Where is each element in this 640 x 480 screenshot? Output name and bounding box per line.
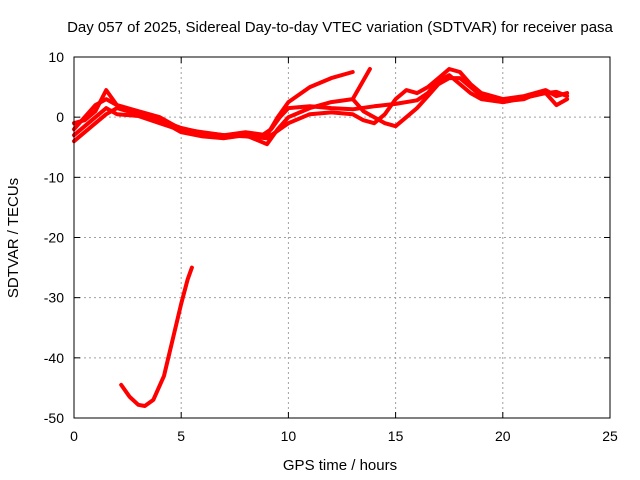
axis-ticks: 0 5 10 15 20 25 -50 -40 -30 -20 -10 0 10 [44,49,618,444]
x-tick-label: 15 [388,428,404,444]
series-line-trace-d [72,67,570,141]
series-line-trace-e [350,76,570,129]
y-tick-label: -30 [44,290,64,306]
x-tick-label: 0 [70,428,78,444]
data-series [72,67,570,408]
y-tick-label: -40 [44,350,64,366]
x-tick-label: 20 [495,428,511,444]
y-tick-label: -10 [44,169,64,185]
x-tick-label: 5 [177,428,185,444]
x-tick-label: 25 [602,428,618,444]
x-tick-label: 10 [281,428,297,444]
y-tick-label: -50 [44,410,64,426]
series-line-trace-b [72,67,372,147]
x-axis-label: GPS time / hours [283,457,397,474]
y-tick-label: 0 [56,109,64,125]
y-tick-label: -20 [44,230,64,246]
y-axis-label: SDTVAR / TECUs [5,178,22,298]
series-line-trace-f [119,265,194,408]
chart-title: Day 057 of 2025, Sidereal Day-to-day VTE… [67,19,613,36]
y-tick-label: 10 [48,49,64,65]
